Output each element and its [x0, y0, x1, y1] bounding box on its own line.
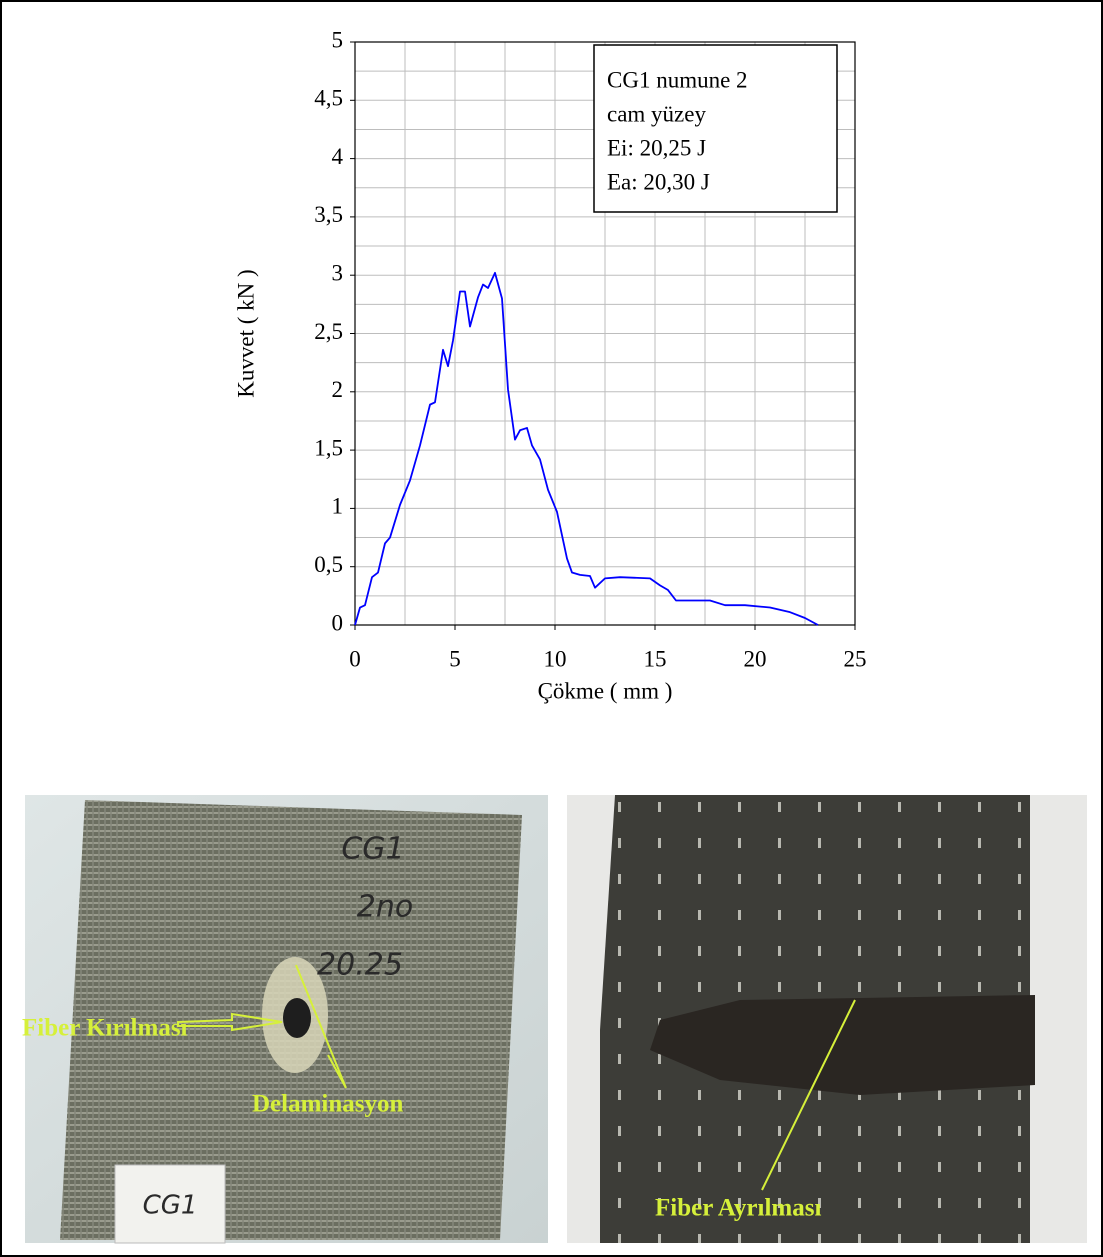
chart: 0 5 10 15 20 25 0 0,5 1 1,5 2 2,5 3 3,5 4 4,5 5 Çökme ( m… [233, 27, 866, 703]
x-tick-label: 20 [744, 646, 767, 671]
y-tick-label: 0,5 [314, 552, 343, 577]
y-tick-label: 3,5 [314, 202, 343, 227]
annotation-label: Fiber Kırılması [22, 1015, 188, 1042]
y-tick-label: 1,5 [314, 435, 343, 460]
plot-frame [354, 41, 856, 626]
photo-left [25, 795, 548, 1244]
label-card [114, 1164, 226, 1244]
handwriting: CG1 [341, 832, 404, 867]
pointer-line [295, 964, 347, 1089]
annotation-text: cam yüzey [607, 101, 706, 126]
fiber-separation [650, 995, 1035, 1095]
arrow [177, 1012, 283, 1032]
y-axis-label: Kuvvet ( kN ) [233, 269, 258, 397]
y-tick-label: 3 [332, 260, 344, 285]
y-tick-label: 2,5 [314, 319, 343, 344]
handwriting: 20.25 [317, 948, 403, 983]
y-tick-label: 5 [332, 27, 344, 52]
y-tick-label: 0 [332, 610, 344, 635]
pointer-line [761, 999, 856, 1191]
x-axis-label: Çökme ( mm ) [538, 678, 673, 703]
x-tick-label: 0 [349, 646, 361, 671]
y-tick-label: 2 [332, 377, 344, 402]
annotation-text: Ea: 20,30 J [607, 169, 710, 194]
annotation-box [593, 44, 838, 213]
y-tick-label: 4,5 [314, 86, 343, 111]
photo-right [567, 795, 1087, 1243]
x-tick-label: 25 [844, 646, 867, 671]
annotation-text: CG1 numune 2 [607, 67, 748, 92]
annotation-label: Delaminasyon [252, 1091, 404, 1118]
y-tick-label: 1 [332, 494, 344, 519]
handwriting: 2no [357, 890, 413, 925]
impact-hole [283, 998, 311, 1038]
x-tick-label: 15 [644, 646, 667, 671]
y-tick-label: 4 [332, 144, 344, 169]
card-label: CG1 [143, 1191, 198, 1221]
annotation-text: Ei: 20,25 J [607, 135, 706, 160]
data-line [354, 271, 819, 626]
x-tick-label: 10 [544, 646, 567, 671]
x-tick-label: 5 [449, 646, 461, 671]
annotation-label: Fiber Ayrılması [655, 1195, 821, 1222]
